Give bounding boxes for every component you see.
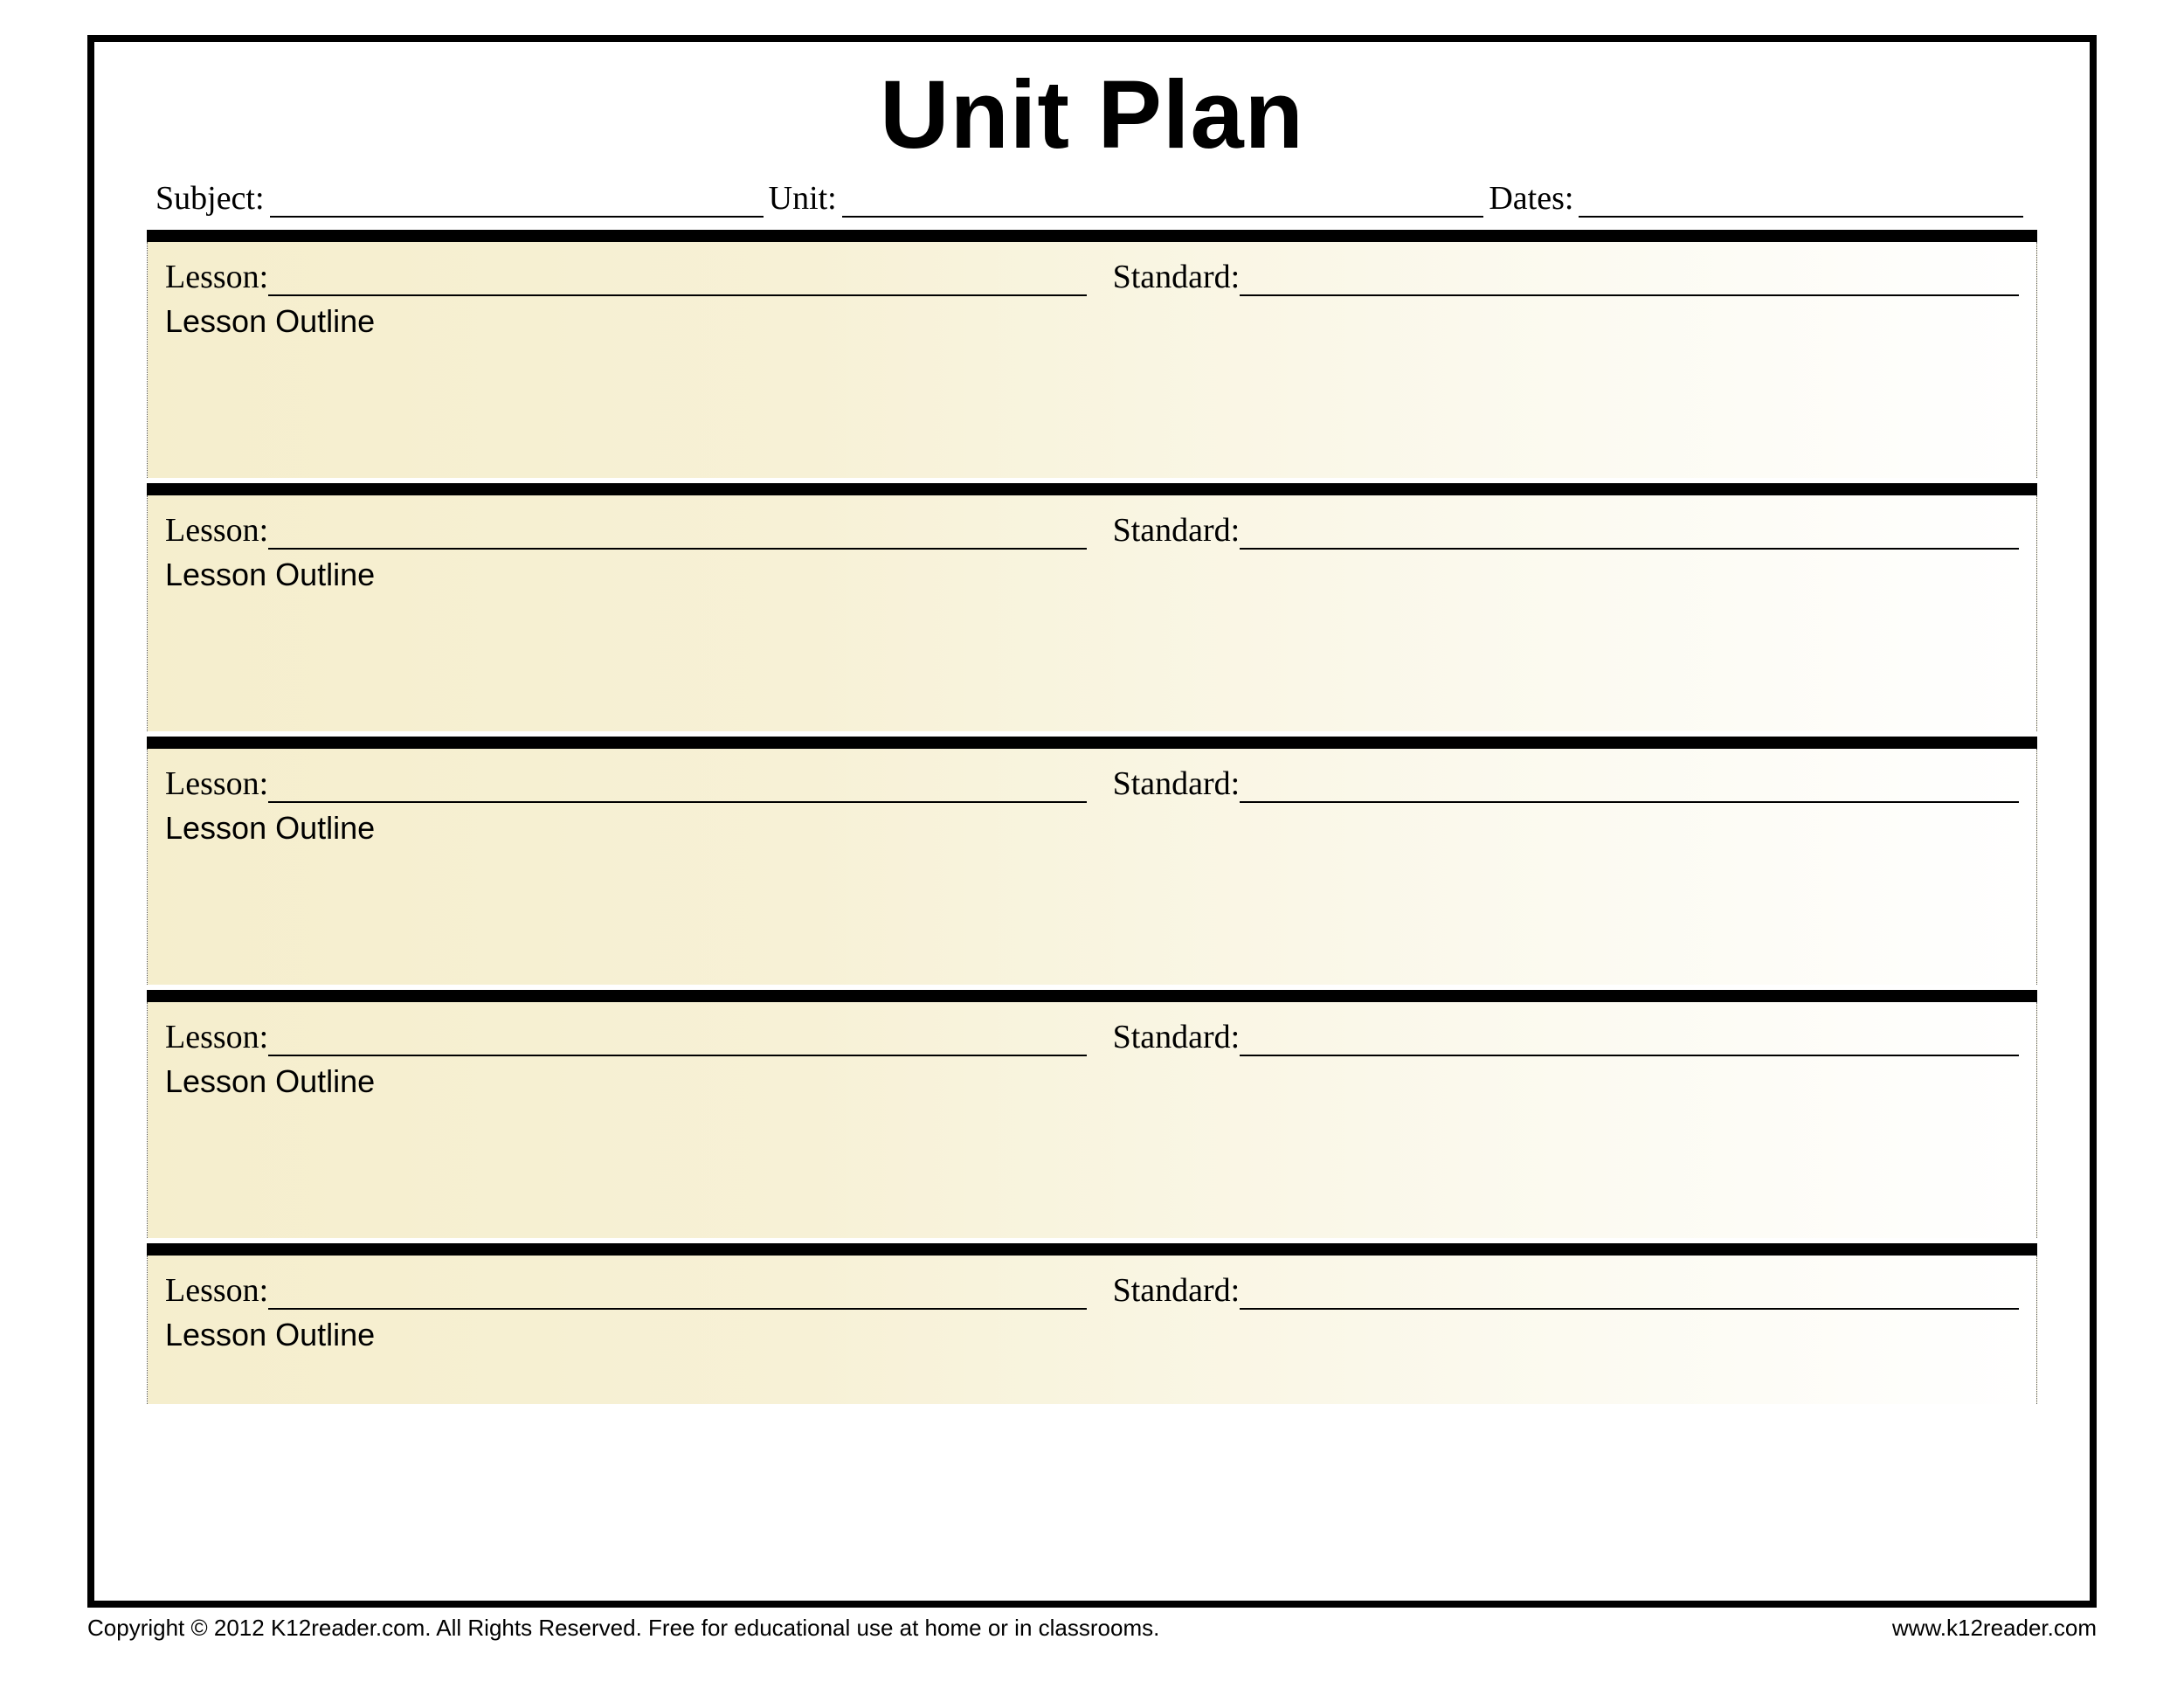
standard-label: Standard: [1113, 258, 1241, 296]
lesson-outline-label: Lesson Outline [165, 810, 2019, 847]
lesson-label: Lesson: [165, 1018, 268, 1056]
unit-blank[interactable] [842, 188, 1484, 218]
lesson-blank[interactable] [268, 1280, 1086, 1310]
lesson-row: Lesson: Standard: [165, 511, 2019, 550]
footer: Copyright © 2012 K12reader.com. All Righ… [87, 1615, 2097, 1642]
lesson-blank[interactable] [268, 520, 1086, 550]
lesson-label: Lesson: [165, 258, 268, 296]
lesson-outline-label: Lesson Outline [165, 557, 2019, 593]
lesson-blank[interactable] [268, 1027, 1086, 1056]
lesson-block: Lesson: Standard: Lesson Outline [147, 495, 2037, 731]
subject-blank[interactable] [270, 188, 764, 218]
lesson-row: Lesson: Standard: [165, 1018, 2019, 1056]
standard-blank[interactable] [1240, 1027, 2019, 1056]
standard-label: Standard: [1113, 511, 1241, 550]
unit-label: Unit: [769, 179, 837, 218]
divider-bar [147, 990, 2037, 1002]
lesson-outline-label: Lesson Outline [165, 1317, 2019, 1353]
lessons-container: Lesson: Standard: Lesson Outline Lesson: Sta… [147, 242, 2037, 1404]
dates-label: Dates: [1489, 179, 1573, 218]
lesson-label: Lesson: [165, 1271, 268, 1310]
lesson-block: Lesson: Standard: Lesson Outline [147, 749, 2037, 985]
header-row: Subject: Unit: Dates: [147, 179, 2037, 225]
lesson-block: Lesson: Standard: Lesson Outline [147, 1002, 2037, 1238]
lesson-block: Lesson: Standard: Lesson Outline [147, 1256, 2037, 1404]
standard-label: Standard: [1113, 1271, 1241, 1310]
lesson-label: Lesson: [165, 511, 268, 550]
lesson-row: Lesson: Standard: [165, 764, 2019, 803]
subject-label: Subject: [156, 179, 265, 218]
lesson-outline-label: Lesson Outline [165, 1063, 2019, 1100]
divider-bar [147, 483, 2037, 495]
standard-blank[interactable] [1240, 520, 2019, 550]
divider-bar [147, 737, 2037, 749]
standard-blank[interactable] [1240, 773, 2019, 803]
lesson-outline-label: Lesson Outline [165, 303, 2019, 340]
divider-bar [147, 1243, 2037, 1256]
standard-label: Standard: [1113, 1018, 1241, 1056]
standard-blank[interactable] [1240, 1280, 2019, 1310]
footer-url: www.k12reader.com [1892, 1615, 2097, 1642]
lesson-label: Lesson: [165, 764, 268, 803]
lesson-row: Lesson: Standard: [165, 258, 2019, 296]
unit-plan-page: Unit Plan Subject: Unit: Dates: Lesson: S… [87, 35, 2097, 1608]
standard-label: Standard: [1113, 764, 1241, 803]
lesson-blank[interactable] [268, 266, 1086, 296]
lesson-block: Lesson: Standard: Lesson Outline [147, 242, 2037, 478]
dates-blank[interactable] [1579, 188, 2023, 218]
page-title: Unit Plan [147, 59, 2037, 170]
divider-bar [147, 230, 2037, 242]
lesson-blank[interactable] [268, 773, 1086, 803]
standard-blank[interactable] [1240, 266, 2019, 296]
lesson-row: Lesson: Standard: [165, 1271, 2019, 1310]
copyright-text: Copyright © 2012 K12reader.com. All Righ… [87, 1615, 1159, 1642]
